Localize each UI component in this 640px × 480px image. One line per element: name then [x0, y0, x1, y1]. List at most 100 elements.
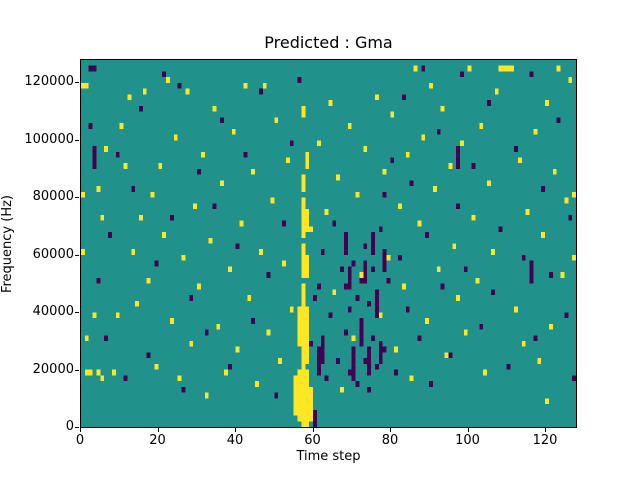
heatmap-cell: [324, 209, 329, 215]
heatmap-cell: [452, 243, 457, 250]
heatmap-cell: [139, 105, 143, 112]
heatmap-cell: [197, 283, 201, 290]
heatmap-cell: [173, 134, 178, 141]
heatmap-cell: [517, 157, 522, 164]
heatmap-cell: [84, 335, 89, 341]
heatmap-cell: [81, 191, 85, 198]
heatmap-cell: [425, 318, 430, 324]
heatmap-cell: [142, 88, 147, 95]
heatmap-cell: [262, 82, 267, 89]
heatmap-cell: [212, 203, 217, 210]
heatmap-cell: [320, 335, 325, 364]
heatmap-cell: [382, 346, 387, 353]
heatmap-cell: [343, 283, 348, 290]
plot-title: Predicted : Gma: [264, 33, 393, 52]
heatmap-cell: [115, 312, 120, 319]
heatmap-cell: [166, 77, 170, 83]
heatmap-cell: [440, 283, 445, 290]
heatmap-cell: [332, 289, 337, 296]
y-tick-label: 40000: [32, 304, 74, 319]
heatmap-cell: [347, 306, 352, 313]
heatmap-cell: [100, 214, 105, 221]
x-tick-mark: [545, 428, 546, 432]
heatmap-cell: [84, 369, 89, 376]
x-tick-label: 120: [532, 433, 558, 448]
x-tick-mark: [312, 428, 314, 432]
heatmap-cell: [162, 71, 167, 78]
heatmap-cell: [340, 266, 344, 273]
heatmap-cell: [347, 123, 352, 129]
heatmap-cell: [131, 186, 136, 192]
heatmap-cell: [266, 329, 271, 336]
heatmap-cell: [139, 214, 143, 221]
x-tick-label: 80: [381, 433, 399, 448]
heatmap-cell: [405, 306, 410, 313]
heatmap-cell: [425, 232, 430, 238]
heatmap-cell: [301, 283, 306, 364]
heatmap-cell: [227, 363, 232, 370]
heatmap-cell: [343, 329, 348, 336]
y-tick-mark: [75, 82, 79, 83]
heatmap-cell: [135, 300, 140, 307]
heatmap-cell: [394, 369, 399, 376]
heatmap-cell: [289, 306, 294, 313]
heatmap-cell: [181, 386, 186, 393]
heatmap-cell: [104, 335, 109, 341]
heatmap-cell: [548, 323, 553, 330]
heatmap-cell: [541, 186, 546, 192]
heatmap-cell: [231, 128, 236, 135]
heatmap-cell: [467, 65, 472, 72]
heatmap-cell: [108, 232, 112, 238]
heatmap-cell: [398, 203, 402, 210]
heatmap-cell: [378, 312, 383, 319]
heatmap-cell: [297, 306, 302, 347]
x-axis-label: Time step: [296, 449, 361, 464]
heatmap-cell: [227, 266, 232, 273]
x-tick-mark: [467, 428, 469, 432]
heatmap-cell: [436, 266, 441, 273]
heatmap-cell: [378, 340, 383, 364]
heatmap-cell: [84, 82, 89, 89]
heatmap-cell: [421, 65, 426, 72]
heatmap-cell: [169, 214, 174, 221]
heatmap-cell: [305, 151, 310, 169]
heatmap-cell: [347, 266, 352, 290]
heatmap-cell: [100, 375, 105, 382]
heatmap-cell: [409, 180, 414, 187]
x-tick-label: 100: [455, 433, 480, 448]
heatmap-cell: [146, 352, 151, 359]
heatmap-cell: [297, 369, 302, 422]
heatmap-cell: [556, 65, 561, 72]
heatmap-cell: [154, 260, 159, 267]
heatmap-cell: [401, 283, 406, 290]
heatmap-cell: [193, 203, 198, 210]
heatmap-cell: [177, 82, 182, 89]
heatmap-cell: [371, 266, 375, 273]
heatmap-cell: [506, 65, 511, 72]
heatmap-cell: [332, 220, 337, 227]
y-tick-label: 0: [65, 419, 74, 434]
heatmap-cell: [367, 386, 372, 393]
heatmap-cell: [251, 168, 256, 175]
heatmap-cell: [111, 369, 116, 376]
heatmap-cell: [351, 352, 356, 382]
y-tick-label: 60000: [32, 246, 74, 262]
heatmap-cell: [494, 88, 499, 95]
heatmap-cell: [92, 312, 97, 319]
heatmap-cell: [487, 180, 491, 187]
heatmap-cell: [119, 123, 124, 129]
heatmap-cell: [274, 117, 279, 124]
heatmap-cell: [258, 88, 263, 95]
heatmap-cell: [479, 323, 484, 330]
heatmap-cell: [251, 318, 256, 324]
heatmap-cell: [367, 300, 372, 307]
heatmap-cell: [456, 295, 460, 301]
heatmap-cell: [510, 65, 515, 72]
heatmap-cell: [127, 94, 132, 101]
heatmap-cell: [282, 220, 286, 227]
heatmap-cell: [564, 197, 569, 204]
heatmap-cell: [432, 186, 437, 192]
y-tick-label: 20000: [32, 361, 74, 377]
heatmap-cell: [204, 392, 209, 399]
x-tick-mark: [80, 428, 81, 432]
